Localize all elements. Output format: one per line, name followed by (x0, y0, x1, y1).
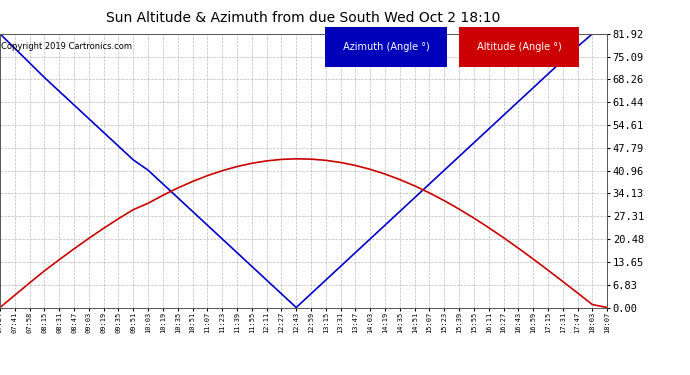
Text: Azimuth (Angle °): Azimuth (Angle °) (340, 42, 433, 52)
Text: Copyright 2019 Cartronics.com: Copyright 2019 Cartronics.com (1, 42, 132, 51)
Text: Altitude (Angle °): Altitude (Angle °) (473, 42, 564, 52)
Text: Sun Altitude & Azimuth from due South Wed Oct 2 18:10: Sun Altitude & Azimuth from due South We… (106, 11, 501, 25)
